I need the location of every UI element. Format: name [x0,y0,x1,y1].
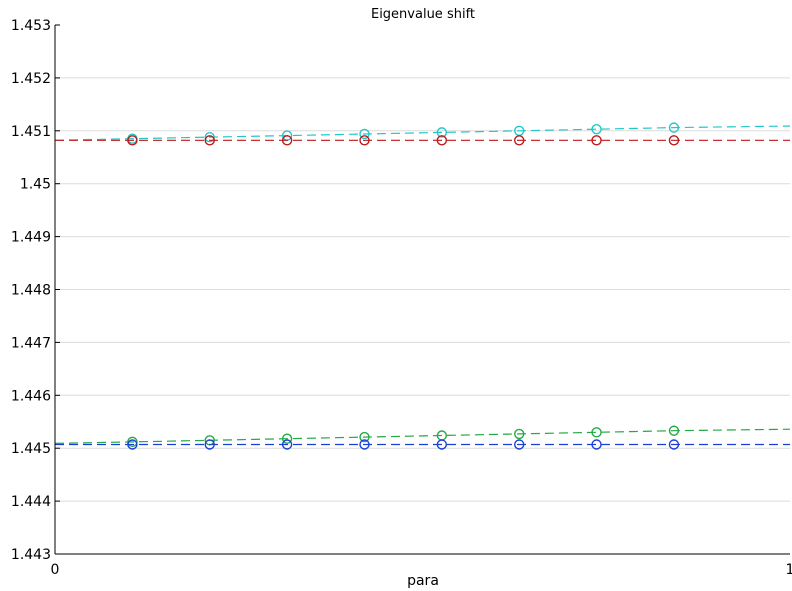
x-tick-label: 1 [786,562,792,578]
y-tick-label: 1.451 [11,124,51,140]
grid-lines [55,77,790,502]
y-tick-label: 1.443 [11,547,51,563]
data-point [591,135,602,146]
data-point [204,135,215,146]
y-tick-label: 1.45 [20,177,51,193]
data-point [359,439,370,450]
data-point [281,135,293,146]
y-tick-label: 1.448 [11,283,51,299]
data-point [436,127,448,138]
series-line [54,428,791,444]
x-tick-label: 0 [51,562,60,578]
data-point [668,439,680,450]
data-point [359,135,370,146]
series-2 [54,425,791,448]
series-line [54,125,791,141]
axes [54,24,790,555]
data-point [127,135,138,146]
series-3 [55,439,790,450]
data-point [127,436,138,448]
x-axis-label: para [407,573,439,589]
chart-title: Eigenvalue shift [371,7,475,22]
data-point [591,427,602,438]
data-point [514,135,525,146]
series-layer [54,122,791,450]
data-point [591,439,602,450]
data-point [359,128,370,140]
data-point [668,425,680,436]
y-tick-label: 1.444 [11,494,51,510]
data-point [204,439,215,450]
y-tick-label: 1.447 [11,335,51,351]
y-tick-label: 1.452 [11,71,51,87]
y-tick-label: 1.449 [11,230,51,246]
data-point [591,124,602,135]
data-point [514,439,525,450]
data-point [668,122,680,133]
tick-labels: 1.4431.4441.4451.4461.4471.4481.4491.451… [11,18,792,578]
series-1 [55,135,790,146]
y-tick-label: 1.445 [11,441,51,457]
y-tick-label: 1.446 [11,388,51,404]
data-point [436,135,448,146]
data-point [514,428,525,440]
data-point [359,431,370,443]
data-point [127,439,138,450]
data-point [204,131,215,143]
data-point [281,433,293,444]
data-point [668,135,680,146]
data-point [281,439,293,450]
data-point [436,439,448,450]
y-tick-label: 1.453 [11,18,51,34]
